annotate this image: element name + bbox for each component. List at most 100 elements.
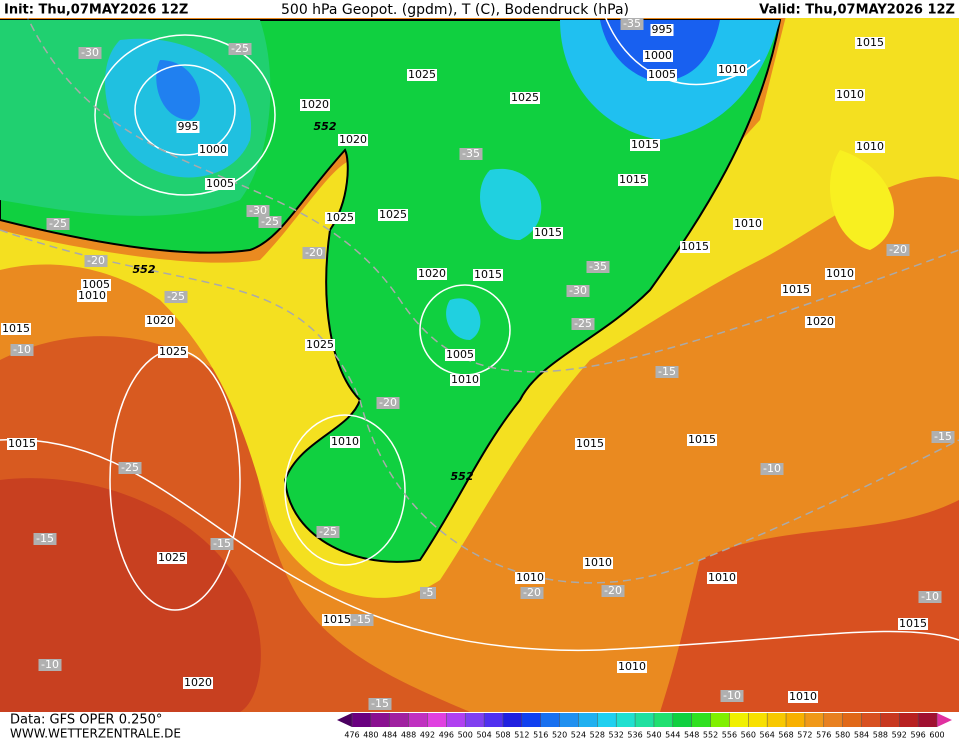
colorbar-tick-label: 496	[439, 731, 454, 740]
isobar-label: 1025	[511, 91, 539, 104]
isobar-label: 1010	[734, 217, 762, 230]
label-box	[145, 315, 175, 327]
yellow-spot	[830, 150, 894, 250]
colorbar-swatch	[597, 713, 617, 727]
label-box	[886, 244, 910, 256]
colorbar-tick-label: 572	[797, 731, 812, 740]
colorbar-tick-label: 500	[458, 731, 473, 740]
label-box	[473, 269, 503, 281]
temperature-label: -20	[604, 584, 622, 597]
label-box	[825, 268, 855, 280]
colorbar-tick-label: 488	[401, 731, 416, 740]
label-box	[183, 677, 213, 689]
label-box	[520, 587, 544, 599]
colorbar-tick-label: 588	[873, 731, 888, 740]
temperature-label: -15	[658, 365, 676, 378]
isobar-label: 1010	[78, 289, 106, 302]
temperature-label: -10	[13, 343, 31, 356]
label-box	[7, 438, 37, 450]
label-box	[680, 241, 710, 253]
colorbar-swatch	[559, 713, 579, 727]
colorbar-swatch	[786, 713, 806, 727]
label-box	[918, 591, 942, 603]
isobar-label: 1010	[718, 63, 746, 76]
label-box	[10, 344, 34, 356]
isobar-label: 1025	[158, 551, 186, 564]
isobar-label: 1010	[856, 140, 884, 153]
colorbar-swatch	[502, 713, 523, 727]
website: WWW.WETTERZENTRALE.DE	[10, 727, 181, 741]
temperature-label: -10	[41, 658, 59, 671]
temperature-label: -35	[462, 147, 480, 160]
label-box	[510, 92, 540, 104]
isotherm	[19, 0, 959, 373]
colorbar-tick-label: 580	[835, 731, 850, 740]
isobar-label: 1015	[899, 617, 927, 630]
temperature-label: -30	[81, 46, 99, 59]
geopotential-label: 552	[451, 470, 474, 483]
label-box	[650, 24, 674, 36]
colorbar-tick-label: 492	[420, 731, 435, 740]
temperature-label: -20	[889, 243, 907, 256]
colorbar-swatch	[842, 713, 863, 727]
label-box	[46, 218, 70, 230]
label-box	[733, 218, 763, 230]
colorbar-swatch	[823, 713, 844, 727]
isobar-label: 1000	[644, 49, 672, 62]
isobar-label: 1005	[648, 68, 676, 81]
cold-spot-2	[446, 298, 481, 340]
colorbar-swatch	[352, 713, 372, 727]
cold-spot	[480, 168, 542, 240]
temperature-label: -15	[353, 613, 371, 626]
colorbar-tick-label: 532	[609, 731, 624, 740]
isobar	[284, 414, 406, 566]
label-box	[205, 178, 235, 190]
label-box	[898, 618, 928, 630]
colorbar-tick-label: 540	[646, 731, 661, 740]
colorbar-tick-label: 484	[382, 731, 397, 740]
isobar-label: 1015	[688, 433, 716, 446]
temperature-label: -15	[213, 537, 231, 550]
colorbar-tick-label: 600	[929, 731, 944, 740]
label-box	[630, 139, 660, 151]
colorbar-swatch	[748, 713, 768, 727]
isobar-label: 1025	[379, 208, 407, 221]
label-box	[176, 121, 200, 133]
isobar-label: 1010	[451, 373, 479, 386]
label-box	[459, 148, 483, 160]
label-box	[407, 69, 437, 81]
colorbar-swatch	[484, 713, 504, 727]
label-box	[164, 291, 188, 303]
data-source: Data: GFS OPER 0.250°	[10, 713, 162, 728]
temperature-label: -25	[319, 525, 337, 538]
label-box	[707, 572, 737, 584]
colorbar-tick-label: 552	[703, 731, 718, 740]
isobar	[0, 439, 959, 651]
label-box	[38, 659, 62, 671]
colorbar-swatch	[446, 713, 466, 727]
isobar-label: 1025	[408, 68, 436, 81]
label-box	[316, 526, 340, 538]
temperature-label: -25	[121, 461, 139, 474]
colorbar-tick-label: 548	[684, 731, 699, 740]
colorbar-swatch	[767, 713, 787, 727]
colorbar-tick-label: 516	[533, 731, 548, 740]
colorbar-swatch	[672, 713, 693, 727]
label-box	[325, 212, 355, 224]
isobar-label: 1015	[681, 240, 709, 253]
temperature-label: -15	[36, 532, 54, 545]
isobar-label: 1010	[708, 571, 736, 584]
label-box	[566, 285, 590, 297]
label-box	[931, 431, 955, 443]
colorbar: 476 480 484 488 492 496 500 504 508 512 516 520 524 5…	[337, 713, 952, 740]
colorbar-swatch	[465, 713, 485, 727]
temperature-label: -10	[763, 462, 781, 475]
isobar-label: 1025	[326, 211, 354, 224]
header-bar	[0, 0, 959, 18]
label-box	[620, 18, 644, 30]
colorbar-tick-label: 508	[495, 731, 510, 740]
isobar-label: 1015	[576, 437, 604, 450]
colorbar-tick-label: 576	[816, 731, 831, 740]
temperature-label: -35	[623, 17, 641, 30]
temperature-label: -25	[261, 215, 279, 228]
